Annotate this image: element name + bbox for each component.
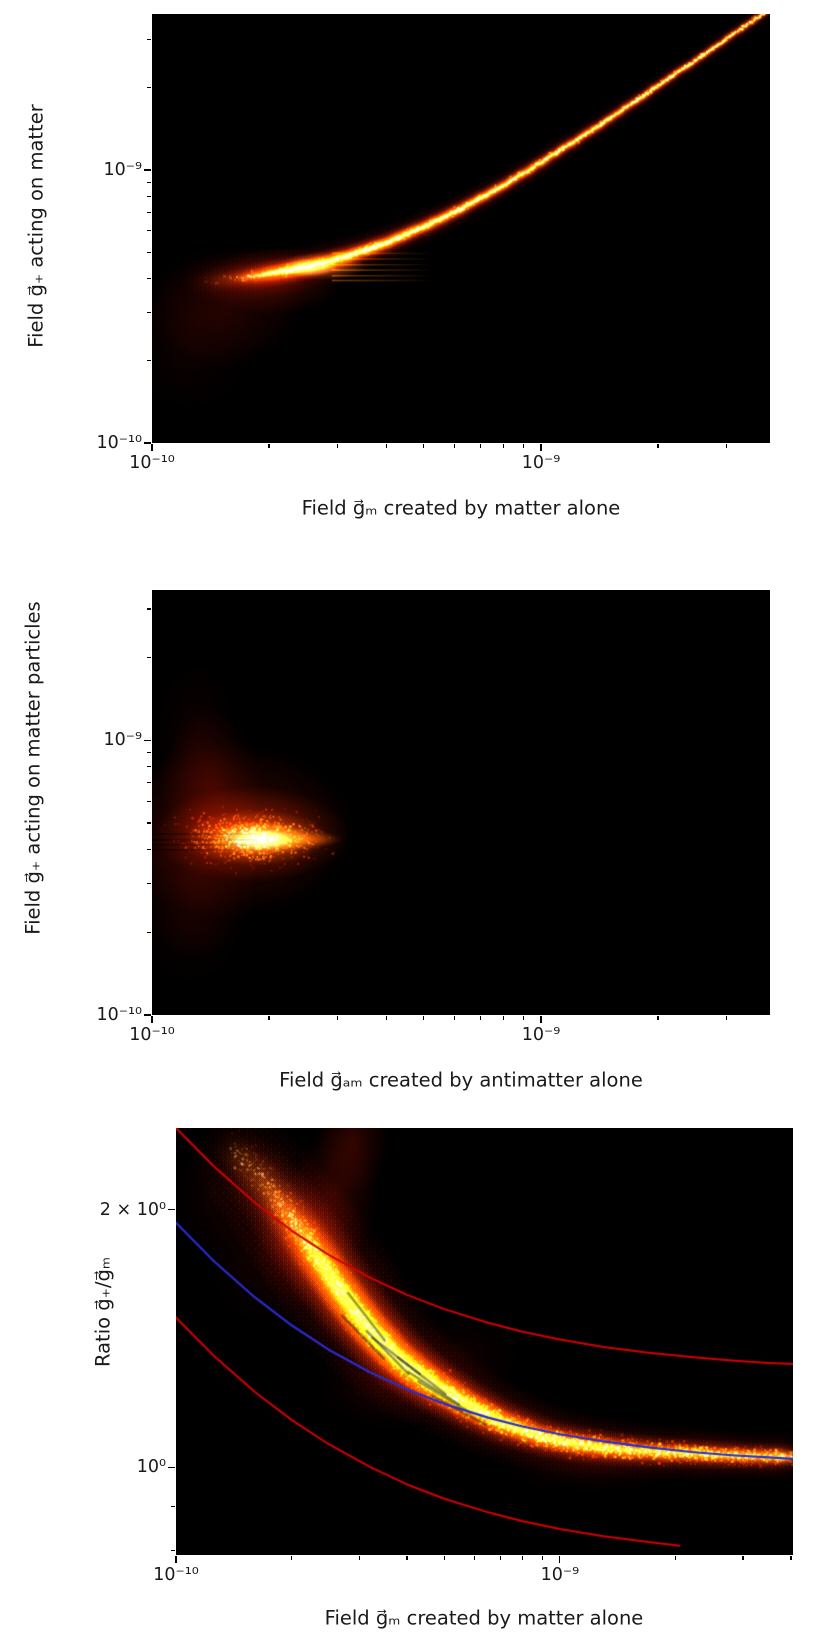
y-minor-tick <box>147 822 151 824</box>
y-minor-tick <box>147 87 151 89</box>
x-minor-tick <box>268 444 270 448</box>
y-tick-label: 10⁻¹⁰ <box>96 433 142 453</box>
y-minor-tick <box>147 782 151 784</box>
y-minor-tick <box>147 931 151 933</box>
x-minor-tick <box>502 444 504 448</box>
y-major-tick <box>168 1208 175 1211</box>
x-minor-tick <box>423 1016 425 1020</box>
x-tick-label: 10⁻¹⁰ <box>153 1565 199 1585</box>
x-major-tick <box>151 1016 153 1023</box>
y-minor-tick <box>147 766 151 768</box>
x-minor-tick <box>290 1556 293 1560</box>
x-tick-label: 10⁻¹⁰ <box>129 1025 175 1045</box>
x-minor-tick <box>406 1556 408 1560</box>
x-minor-tick <box>790 1556 792 1560</box>
x-minor-tick <box>358 1556 360 1560</box>
x-major-tick <box>151 444 153 451</box>
y-minor-tick <box>147 608 151 610</box>
y-minor-tick <box>147 211 151 213</box>
x-minor-tick <box>480 444 482 448</box>
y-minor-tick <box>147 848 151 851</box>
y-axis-label: Ratio g⃗₊/g⃗ₘ <box>91 1256 115 1368</box>
x-minor-tick <box>502 1016 504 1020</box>
x-minor-tick <box>385 1016 387 1020</box>
x-minor-tick <box>268 1016 270 1020</box>
y-minor-tick <box>147 181 151 184</box>
x-axis-label: Field g⃗ₘ created by matter alone <box>324 1606 644 1630</box>
y-tick-label: 2 × 10⁰ <box>99 1199 166 1220</box>
y-minor-tick <box>147 752 151 754</box>
y-major-tick <box>144 169 151 171</box>
y-minor-tick <box>147 195 151 198</box>
x-minor-tick <box>725 444 728 448</box>
y-tick-label: 10⁰ <box>136 1457 166 1478</box>
y-major-tick <box>144 739 151 741</box>
y-minor-tick <box>147 251 151 253</box>
y-tick-label: 10⁻⁹ <box>103 160 142 181</box>
heatmap-canvas-matter <box>152 14 770 443</box>
y-minor-tick <box>171 1505 175 1508</box>
x-major-tick <box>540 1016 542 1023</box>
x-axis-label: Field g⃗ₐₘ created by antimatter alone <box>279 1068 643 1092</box>
x-tick-label: 10⁻⁹ <box>521 453 561 473</box>
x-minor-tick <box>522 444 524 448</box>
x-minor-tick <box>522 1016 524 1020</box>
x-tick-label: 10⁻⁹ <box>540 1565 580 1585</box>
x-minor-tick <box>336 1016 339 1020</box>
x-minor-tick <box>657 444 659 448</box>
x-minor-tick <box>742 1556 744 1560</box>
y-tick-label: 10⁻⁹ <box>103 730 142 751</box>
y-major-tick <box>144 442 151 444</box>
x-minor-tick <box>474 1556 476 1560</box>
x-tick-label: 10⁻¹⁰ <box>129 453 175 473</box>
x-minor-tick <box>499 1556 501 1560</box>
y-minor-tick <box>147 360 151 362</box>
x-minor-tick <box>541 1556 543 1560</box>
y-tick-label: 10⁻¹⁰ <box>96 1005 142 1025</box>
y-axis-label: Field g⃗₊ acting on matter particles <box>21 601 45 935</box>
y-minor-tick <box>147 230 151 232</box>
heatmap-canvas-antimatter <box>152 590 770 1015</box>
x-minor-tick <box>454 444 456 448</box>
x-major-tick <box>540 444 542 451</box>
y-minor-tick <box>147 883 151 885</box>
x-minor-tick <box>480 1016 482 1020</box>
y-minor-tick <box>147 39 151 41</box>
x-minor-tick <box>522 1556 524 1560</box>
y-minor-tick <box>147 312 151 314</box>
y-axis-label: Field g⃗₊ acting on matter <box>24 104 48 348</box>
y-major-tick <box>144 1014 151 1016</box>
x-minor-tick <box>385 444 387 448</box>
y-major-tick <box>168 1466 175 1468</box>
x-axis-label: Field g⃗ₘ created by matter alone <box>301 496 621 520</box>
y-minor-tick <box>147 278 151 280</box>
y-minor-tick <box>147 656 151 659</box>
y-minor-tick <box>171 1549 175 1551</box>
x-minor-tick <box>657 1016 659 1020</box>
x-minor-tick <box>336 444 339 448</box>
x-minor-tick <box>454 1016 456 1020</box>
x-major-tick <box>175 1556 177 1563</box>
heatmap-canvas-ratio <box>176 1128 793 1555</box>
x-major-tick <box>559 1556 561 1563</box>
x-minor-tick <box>423 444 425 448</box>
x-minor-tick <box>443 1556 445 1560</box>
x-minor-tick <box>725 1016 728 1020</box>
x-minor-tick <box>674 1556 676 1560</box>
y-minor-tick <box>147 800 151 802</box>
x-tick-label: 10⁻⁹ <box>521 1025 561 1045</box>
